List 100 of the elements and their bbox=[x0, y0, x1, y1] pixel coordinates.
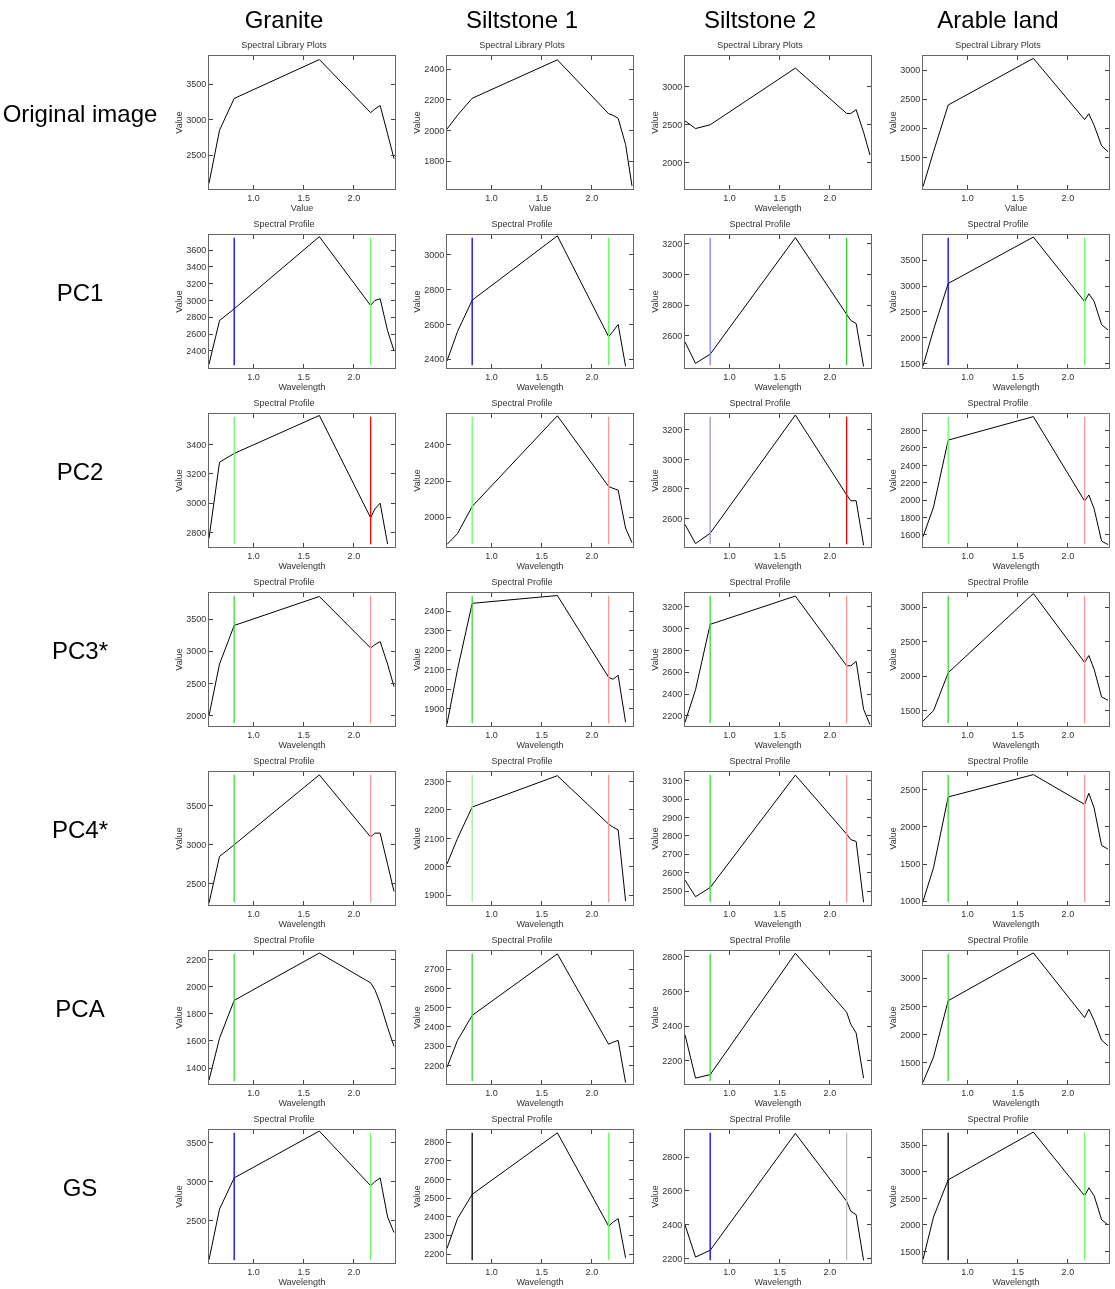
chart-title: Spectral Profile bbox=[967, 219, 1029, 230]
text: Granite bbox=[243, 6, 325, 34]
x-tick-label: 1.5 bbox=[297, 1087, 310, 1098]
y-tick-label: 2600 bbox=[662, 867, 683, 878]
x-tick-label: 2.0 bbox=[585, 192, 599, 203]
x-axis-title: Wavelength bbox=[992, 560, 1040, 571]
y-axis-title: Value bbox=[887, 827, 898, 850]
text: PC3* bbox=[51, 637, 109, 665]
y-tick-label: 3000 bbox=[186, 295, 207, 306]
chart-title: Spectral Profile bbox=[491, 756, 553, 767]
x-tick-label: 2.0 bbox=[1061, 192, 1075, 203]
x-tick-label: 1.0 bbox=[723, 371, 736, 382]
x-tick-label: 1.0 bbox=[247, 729, 260, 740]
y-tick-label: 3200 bbox=[662, 602, 683, 613]
chart-title: Spectral Profile bbox=[967, 756, 1029, 767]
y-tick-label: 3200 bbox=[662, 238, 683, 249]
x-tick-label: 1.5 bbox=[535, 371, 548, 382]
chart-title: Spectral Profile bbox=[253, 219, 315, 230]
x-tick-label: 1.0 bbox=[961, 550, 974, 561]
line-series bbox=[447, 59, 633, 187]
line-series bbox=[447, 953, 627, 1084]
y-axis-title: Value bbox=[173, 1006, 184, 1029]
y-tick-label: 2200 bbox=[662, 1055, 683, 1066]
y-tick-label: 2500 bbox=[900, 306, 921, 317]
x-tick-label: 1.0 bbox=[485, 1266, 498, 1277]
x-tick-label: 1.5 bbox=[773, 192, 786, 203]
chart-title: Spectral Profile bbox=[967, 577, 1029, 588]
line-series bbox=[685, 595, 871, 726]
chart-title: Spectral Profile bbox=[491, 577, 553, 588]
y-tick-label: 2500 bbox=[662, 886, 683, 897]
y-tick-label: 2800 bbox=[186, 312, 207, 323]
line-series bbox=[923, 1131, 1109, 1260]
text: Original image bbox=[1, 100, 159, 128]
y-tick-label: 2400 bbox=[662, 1021, 683, 1032]
y-tick-label: 2900 bbox=[662, 812, 683, 823]
x-axis-title: Value bbox=[1004, 202, 1028, 213]
x-tick-label: 1.0 bbox=[485, 729, 498, 740]
x-tick-label: 1.0 bbox=[723, 1087, 736, 1098]
line-series bbox=[209, 1130, 395, 1261]
y-axis-title: Value bbox=[411, 827, 422, 850]
chart-title: Spectral Profile bbox=[967, 1114, 1029, 1125]
x-axis-title: Wavelength bbox=[754, 1276, 802, 1287]
x-axis-title: Wavelength bbox=[516, 918, 564, 929]
y-tick-label: 1600 bbox=[900, 530, 921, 541]
x-axis-title: Value bbox=[290, 202, 314, 213]
x-tick-label: 1.0 bbox=[961, 729, 974, 740]
x-tick-label: 1.5 bbox=[297, 371, 310, 382]
y-tick-label: 2600 bbox=[662, 330, 683, 341]
line-series bbox=[923, 593, 1109, 722]
x-tick-label: 1.5 bbox=[773, 371, 786, 382]
x-tick-label: 2.0 bbox=[347, 729, 361, 740]
x-axis-title: Wavelength bbox=[516, 381, 564, 392]
y-tick-label: 2700 bbox=[424, 1155, 445, 1166]
y-tick-label: 2600 bbox=[662, 986, 683, 997]
y-tick-label: 2500 bbox=[900, 94, 921, 105]
y-tick-label: 2800 bbox=[662, 645, 683, 656]
y-tick-label: 3000 bbox=[186, 498, 207, 509]
y-tick-label: 3500 bbox=[186, 1137, 207, 1148]
x-tick-label: 2.0 bbox=[585, 1266, 599, 1277]
chart-title: Spectral Profile bbox=[729, 219, 791, 230]
y-tick-label: 1000 bbox=[900, 896, 921, 907]
y-tick-label: 3100 bbox=[662, 775, 683, 786]
x-tick-label: 2.0 bbox=[585, 908, 599, 919]
x-tick-label: 2.0 bbox=[823, 371, 837, 382]
y-tick-label: 1500 bbox=[900, 152, 921, 163]
y-tick-label: 3000 bbox=[900, 281, 921, 292]
y-tick-label: 2700 bbox=[424, 964, 445, 975]
line-series bbox=[685, 1132, 865, 1261]
y-tick-label: 2000 bbox=[900, 123, 921, 134]
y-tick-label: 3600 bbox=[186, 245, 207, 256]
y-tick-label: 2600 bbox=[900, 443, 921, 454]
y-axis-title: Value bbox=[649, 648, 660, 671]
x-tick-label: 2.0 bbox=[347, 1087, 361, 1098]
y-tick-label: 2500 bbox=[900, 1001, 921, 1012]
y-tick-label: 3400 bbox=[186, 262, 207, 273]
text: Arable land bbox=[936, 6, 1060, 34]
y-tick-label: 2500 bbox=[662, 119, 683, 130]
chart-title: Spectral Profile bbox=[253, 577, 315, 588]
y-axis-title: Value bbox=[173, 827, 184, 850]
x-tick-label: 2.0 bbox=[585, 729, 599, 740]
chart-title: Spectral Profile bbox=[729, 398, 791, 409]
y-tick-label: 2200 bbox=[424, 1060, 445, 1071]
y-tick-label: 2200 bbox=[186, 954, 207, 965]
y-axis-title: Value bbox=[649, 469, 660, 492]
y-axis-title: Value bbox=[649, 290, 660, 313]
text: Siltstone 1 bbox=[464, 6, 580, 34]
x-axis-title: Wavelength bbox=[992, 1097, 1040, 1108]
chart-title: Spectral Profile bbox=[729, 577, 791, 588]
y-tick-label: 2400 bbox=[662, 1220, 683, 1231]
x-tick-label: 1.0 bbox=[961, 371, 974, 382]
x-tick-label: 1.0 bbox=[723, 908, 736, 919]
x-axis-title: Wavelength bbox=[992, 1276, 1040, 1287]
x-tick-label: 2.0 bbox=[1061, 371, 1075, 382]
y-tick-label: 3000 bbox=[424, 250, 445, 261]
line-series bbox=[209, 595, 395, 717]
y-tick-label: 3000 bbox=[662, 269, 683, 280]
y-tick-label: 2300 bbox=[424, 1230, 445, 1241]
y-tick-label: 3000 bbox=[662, 794, 683, 805]
chart-title: Spectral Profile bbox=[967, 398, 1029, 409]
y-tick-label: 2300 bbox=[424, 776, 445, 787]
